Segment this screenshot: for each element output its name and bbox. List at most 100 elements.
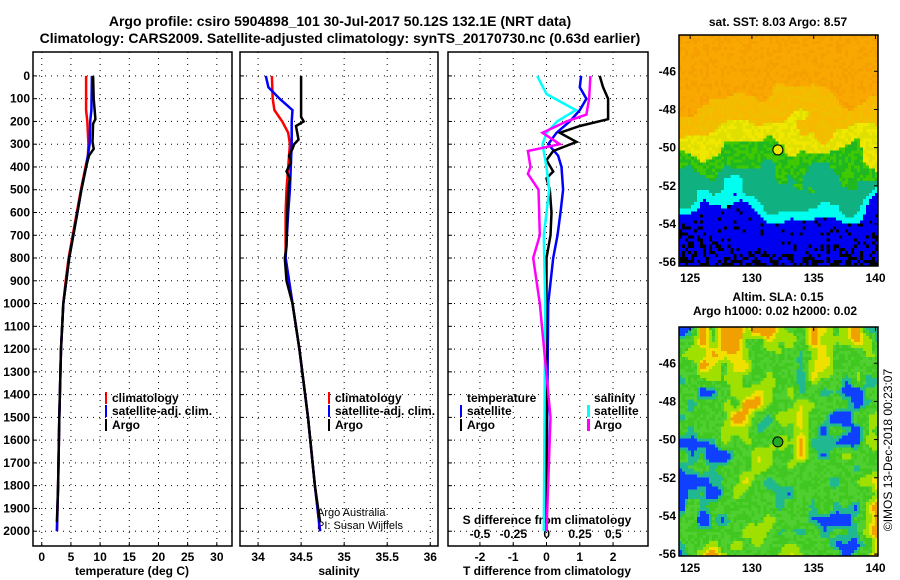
depth-tick-label: 1600: [3, 433, 30, 447]
series-line-argo: [283, 75, 322, 523]
depth-tick-label: 1400: [3, 388, 30, 402]
legend-swatch-argo: [328, 419, 330, 431]
legend-title-temperature: temperature: [467, 391, 537, 405]
map-lon-label: 130: [742, 561, 762, 575]
x2-tick-label: -0.25: [500, 527, 528, 541]
legend-label: Argo: [467, 418, 495, 432]
legend-label: satellite: [594, 404, 639, 418]
map-lon-label: 140: [866, 271, 886, 285]
map-frame: [678, 34, 879, 267]
sla-map-subtitle: Argo h1000: 0.02 h2000: 0.02: [693, 304, 857, 318]
credit-text: ©IMOS 13-Dec-2018 00:23:07: [881, 369, 895, 532]
salinity-legend: climatology satellite-adj. clim. Argo: [328, 391, 435, 432]
x-tick-label: 30: [210, 550, 224, 564]
legend-title-salinity: salinity: [594, 391, 636, 405]
x-tick-label: 35.5: [376, 550, 400, 564]
x-tick-label: 36: [424, 550, 438, 564]
map-lon-label: 125: [680, 561, 700, 575]
legend-label: Argo: [112, 418, 140, 432]
annotation-line-1: Argo Australia: [317, 507, 386, 519]
depth-tick-label: 400: [10, 160, 30, 174]
map-lat-label: -52: [659, 471, 677, 485]
x-tick-label: 25: [181, 550, 195, 564]
argo-location-marker: [772, 436, 784, 448]
map-lon-label: 135: [804, 561, 824, 575]
salinity-xlabel: salinity: [318, 564, 360, 578]
x2-tick-label: 0.25: [568, 527, 592, 541]
x-tick-label: -1: [508, 550, 519, 564]
title-line-1: Argo profile: csiro 5904898_101 30-Jul-2…: [109, 13, 571, 29]
legend-label: climatology: [112, 391, 179, 405]
x-tick-label: 35: [337, 550, 351, 564]
tdiff-xlabel: T difference from climatology: [463, 564, 631, 578]
x-tick-label: 0: [543, 550, 550, 564]
map-lon-label: 130: [742, 271, 762, 285]
x-tick-label: 2: [610, 550, 617, 564]
series-line-argo: [55, 75, 97, 523]
plot-frame: [239, 51, 439, 547]
x-tick-label: -2: [475, 550, 486, 564]
temperature-legend: climatology satellite-adj. clim. Argo: [105, 391, 212, 432]
depth-tick-label: 900: [10, 274, 30, 288]
map-lat-label: -48: [659, 394, 677, 408]
legend-swatch-satellite: [328, 405, 330, 417]
legend-swatch-t-argo: [460, 419, 462, 431]
depth-tick-label: 1900: [3, 501, 30, 515]
legend-swatch-t-satellite: [460, 405, 462, 417]
map-lat-label: -54: [659, 217, 677, 231]
sla-map-title: Altim. SLA: 0.15: [732, 290, 824, 304]
legend-label: satellite: [467, 404, 512, 418]
depth-tick-label: 100: [10, 92, 30, 106]
x-tick-label: 0: [38, 550, 45, 564]
map-lon-label: 125: [680, 271, 700, 285]
legend-label: satellite-adj. clim.: [335, 404, 435, 418]
depth-tick-label: 500: [10, 183, 30, 197]
map-lat-label: -50: [659, 433, 677, 447]
depth-tick-label: 1200: [3, 342, 30, 356]
depth-tick-label: 1100: [4, 319, 30, 333]
x2-tick-label: 0: [543, 527, 550, 541]
legend-swatch-s-argo: [587, 419, 590, 431]
temperature-xlabel: temperature (deg C): [75, 564, 189, 578]
depth-tick-label: 2000: [3, 524, 30, 538]
map-frame: [678, 326, 879, 557]
map-lat-label: -56: [659, 255, 677, 269]
x-tick-label: 34: [251, 550, 265, 564]
depth-tick-label: 1000: [3, 297, 30, 311]
depth-tick-label: 600: [10, 205, 30, 219]
depth-tick-label: 1300: [3, 365, 30, 379]
series-line-t-satellite: [545, 75, 588, 532]
map-lat-label: -56: [659, 547, 677, 561]
depth-tick-label: 1800: [3, 479, 30, 493]
map-lon-label: 135: [804, 271, 824, 285]
title-line-2: Climatology: CARS2009. Satellite-adjuste…: [40, 30, 641, 46]
legend-swatch-argo: [105, 419, 107, 431]
x-tick-label: 20: [152, 550, 166, 564]
plot-frame: [447, 51, 649, 547]
depth-tick-label: 800: [10, 251, 30, 265]
x2-tick-label: -0.5: [470, 527, 491, 541]
legend-label: Argo: [594, 418, 622, 432]
depth-tick-label: 0: [23, 69, 30, 83]
series-line-s-satellite: [536, 75, 579, 532]
map-lat-label: -50: [659, 141, 677, 155]
map-lat-label: -46: [659, 64, 677, 78]
depth-tick-label: 300: [10, 137, 30, 151]
depth-tick-label: 1500: [3, 410, 30, 424]
x-tick-label: 5: [68, 550, 75, 564]
depth-tick-label: 200: [10, 114, 30, 128]
legend-label: climatology: [335, 391, 402, 405]
plot-frame: [32, 51, 233, 547]
legend-swatch-climatology: [105, 392, 107, 404]
argo-location-marker: [772, 144, 784, 156]
depth-tick-label: 700: [10, 228, 30, 242]
map-lat-label: -52: [659, 179, 677, 193]
legend-swatch-s-satellite: [587, 405, 590, 417]
series-line-climatology: [55, 75, 90, 532]
map-lat-label: -46: [659, 356, 677, 370]
x-tick-label: 1: [576, 550, 583, 564]
annotation-line-2: PI: Susan Wijffels: [317, 520, 403, 532]
map-lat-label: -54: [659, 509, 677, 523]
